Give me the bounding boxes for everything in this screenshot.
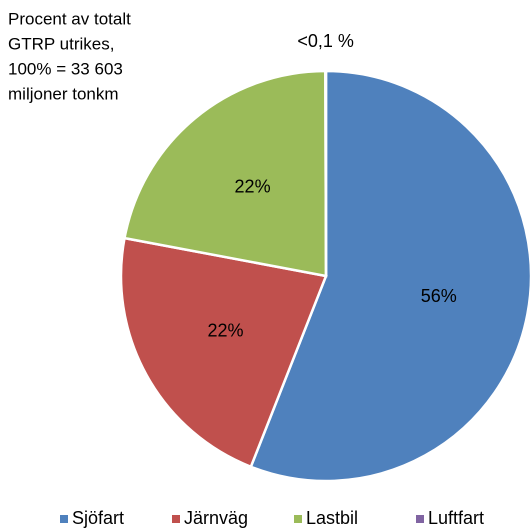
data-label: 22% <box>235 176 271 196</box>
title-line: miljoner tonkm <box>8 84 119 103</box>
legend-swatch <box>172 515 180 523</box>
legend-swatch <box>294 515 302 523</box>
pie-slice <box>123 69 328 278</box>
data-label: <0,1 % <box>297 31 354 51</box>
legend-label: Lastbil <box>306 508 358 528</box>
legend-label: Järnväg <box>184 508 248 528</box>
legend-label: Sjöfart <box>72 508 124 528</box>
legend-swatch <box>416 515 424 523</box>
chart-title: Procent av totalt GTRP utrikes, 100% = 33 … <box>8 9 131 103</box>
pie-slice <box>324 69 328 277</box>
pie-slice <box>119 236 328 469</box>
pie: 56% 22% 22% <0,1 % <box>119 31 531 483</box>
data-label: 56% <box>421 286 457 306</box>
legend: Sjöfart Järnväg Lastbil Luftfart <box>60 508 484 528</box>
data-label: 22% <box>208 320 244 340</box>
title-line: GTRP utrikes, <box>8 34 114 53</box>
title-line: Procent av totalt <box>8 9 131 28</box>
legend-swatch <box>60 515 68 523</box>
legend-label: Luftfart <box>428 508 484 528</box>
pie-slice <box>249 69 531 483</box>
title-line: 100% = 33 603 <box>8 59 123 78</box>
